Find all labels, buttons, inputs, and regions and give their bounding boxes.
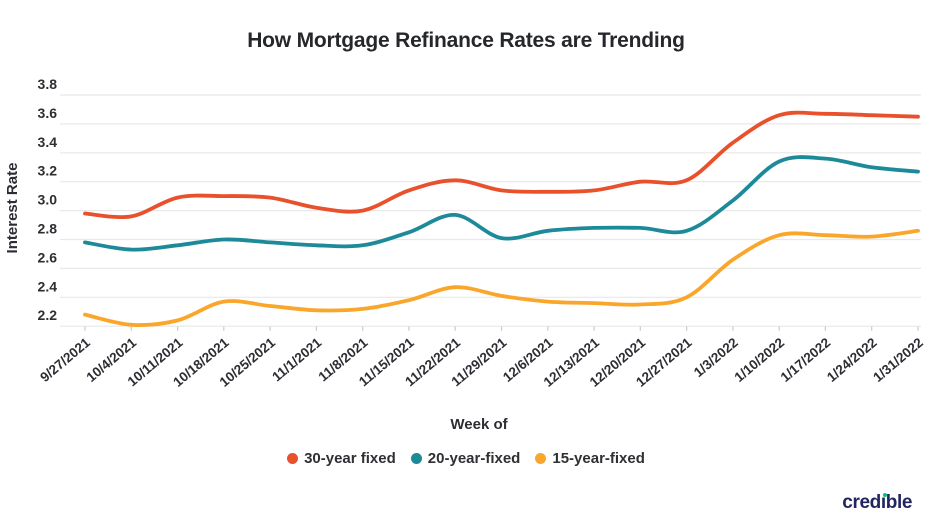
legend-dot-30-year-fixed-icon: [287, 453, 299, 464]
legend-label-15-year-fixed: 15-year-fixed: [552, 450, 645, 467]
series-line-15-year-fixed: [83, 228, 920, 327]
logo-text-post: ble: [885, 492, 913, 513]
x-tick-label: 1/10/2022: [731, 335, 787, 385]
y-tick-label: 3.8: [38, 76, 58, 92]
logo-text-pre: cred: [842, 492, 881, 513]
y-tick-label: 2.6: [38, 249, 58, 265]
gridlines: [60, 94, 921, 327]
y-tick-label: 2.2: [38, 307, 58, 323]
x-tick-marks: [84, 326, 919, 331]
credible-logo: credıble: [842, 491, 912, 515]
chart-title: How Mortgage Refinance Rates are Trendin…: [247, 29, 685, 52]
y-axis-title: Interest Rate: [4, 163, 21, 254]
legend-dot-20-year-fixed-icon: [410, 453, 422, 464]
series-lines: [83, 110, 920, 327]
y-tick-labels: 3.8 3.6 3.4 3.2 3.0 2.8 2.6 2.4 2.2: [38, 76, 58, 323]
y-tick-label: 3.6: [38, 105, 58, 121]
y-tick-label: 3.4: [38, 134, 58, 150]
y-tick-label: 3.0: [38, 192, 58, 208]
legend-label-30-year-fixed: 30-year fixed: [304, 450, 396, 467]
y-tick-label: 2.4: [38, 278, 58, 294]
legend-item-15-year-fixed: 15-year-fixed: [535, 450, 645, 467]
legend-item-30-year-fixed: 30-year fixed: [287, 450, 396, 467]
x-tick-label: 11/1/2021: [269, 335, 324, 385]
legend-item-20-year-fixed: 20-year-fixed: [410, 450, 521, 467]
y-tick-label: 3.2: [38, 163, 58, 179]
series-line-20-year-fixed: [83, 155, 920, 252]
legend-label-20-year-fixed: 20-year-fixed: [427, 450, 521, 467]
series-line-30-year-fixed: [83, 110, 920, 220]
x-tick-label: 1/24/2022: [824, 335, 880, 385]
logo-text-i: ı: [880, 492, 886, 513]
x-tick-label: 1/31/2022: [870, 335, 926, 385]
logo-i-dot-icon: [882, 492, 888, 498]
x-tick-label: 9/27/2021: [37, 334, 93, 384]
x-tick-label: 1/17/2022: [778, 335, 834, 385]
y-tick-label: 2.8: [38, 221, 58, 237]
chart-legend: 30-year fixed 20-year-fixed 15-year-fixe…: [0, 450, 932, 467]
legend-dot-15-year-fixed-icon: [535, 453, 547, 464]
x-axis-title: Week of: [450, 416, 508, 433]
x-tick-labels: 9/27/202110/4/202110/11/202110/18/202110…: [37, 334, 926, 389]
